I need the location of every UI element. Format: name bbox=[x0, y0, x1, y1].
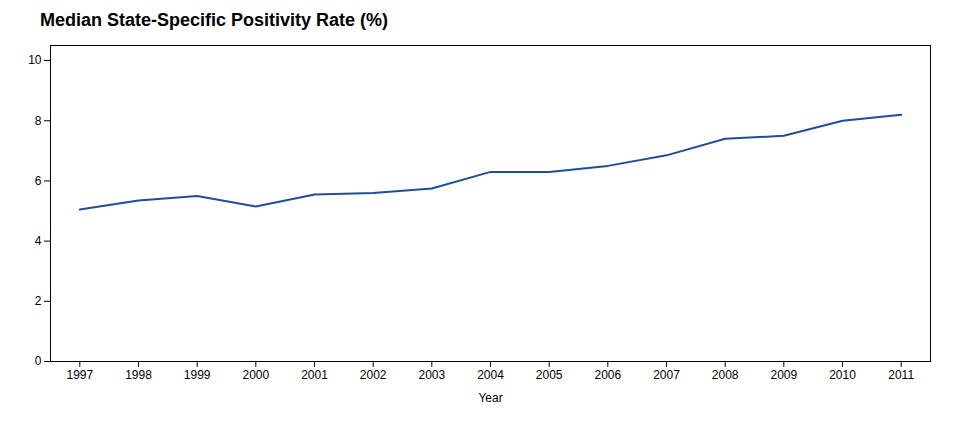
svg-text:0: 0 bbox=[35, 354, 42, 368]
svg-text:1998: 1998 bbox=[125, 368, 152, 382]
svg-text:1999: 1999 bbox=[184, 368, 211, 382]
svg-text:2011: 2011 bbox=[888, 368, 914, 382]
html-text:Median State-Specific Positivi: Median State-Specific Positivity Rate (%… bbox=[40, 10, 389, 30]
svg-text:Year: Year bbox=[478, 391, 502, 405]
svg-text:2010: 2010 bbox=[829, 368, 856, 382]
svg-text:2: 2 bbox=[35, 294, 42, 308]
svg-text:2006: 2006 bbox=[594, 368, 621, 382]
svg-text:10: 10 bbox=[28, 53, 42, 67]
svg-text:2007: 2007 bbox=[653, 368, 680, 382]
svg-text:2009: 2009 bbox=[770, 368, 797, 382]
svg-text:1997: 1997 bbox=[66, 368, 93, 382]
svg-text:2001: 2001 bbox=[301, 368, 328, 382]
svg-text:8: 8 bbox=[35, 114, 42, 128]
svg-text:2003: 2003 bbox=[418, 368, 445, 382]
svg-text:2008: 2008 bbox=[712, 368, 739, 382]
svg-text:2005: 2005 bbox=[536, 368, 563, 382]
svg-text:2004: 2004 bbox=[477, 368, 504, 382]
svg-text:6: 6 bbox=[35, 174, 42, 188]
svg-text:2000: 2000 bbox=[242, 368, 269, 382]
svg-text:4: 4 bbox=[35, 234, 42, 248]
svg-text:2002: 2002 bbox=[360, 368, 387, 382]
